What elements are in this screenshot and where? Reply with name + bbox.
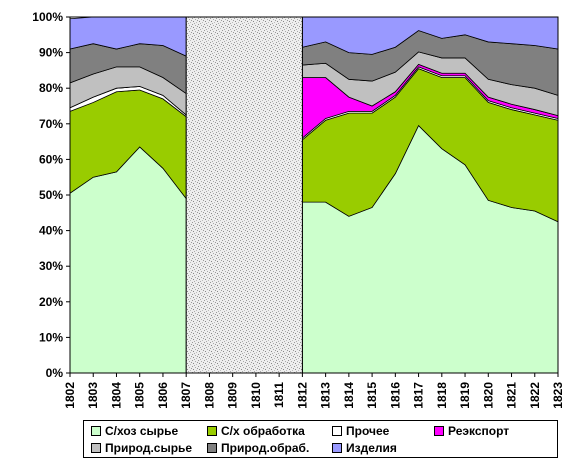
legend-swatch [332,442,342,453]
x-tick-label: 1819 [458,382,472,409]
legend-label: Реэкспорт [448,424,510,438]
legend-label: С/х обработка [221,424,305,438]
legend-swatch [434,425,444,436]
x-tick-label: 1818 [435,382,449,409]
legend-item-3: Прочее [332,423,389,439]
y-tick-label: 90% [39,46,63,60]
legend-label: Изделия [346,441,397,455]
x-tick-label: 1816 [388,382,402,409]
y-tick-label: 60% [39,152,63,166]
y-tick-label: 100% [32,10,63,24]
x-tick-label: 1811 [272,382,286,408]
x-tick-label: 1820 [481,382,495,409]
x-tick-label: 1807 [179,382,193,409]
y-tick-label: 10% [39,330,63,344]
legend-label: Природ.сырье [105,441,193,455]
legend-label: Прочее [346,424,390,438]
legend-label: С/хоз сырье [105,424,179,438]
y-tick-label: 40% [39,224,63,238]
x-tick-label: 1808 [202,382,216,409]
x-tick-label: 1809 [226,382,240,409]
legend-swatch [332,425,342,436]
x-tick-label: 1812 [295,382,309,409]
x-tick-label: 1813 [319,382,333,409]
legend-item-5: Природ.сырье [91,440,192,456]
x-tick-label: 1804 [109,382,123,409]
legend-item-7: Изделия [332,440,397,456]
y-tick-label: 70% [39,117,63,131]
x-tick-label: 1810 [249,382,263,409]
y-tick-label: 30% [39,259,63,273]
legend-label: Природ.обраб. [221,441,310,455]
legend-swatch [207,425,217,436]
x-tick-label: 1803 [86,382,100,409]
y-tick-label: 20% [39,295,63,309]
x-tick-label: 1822 [528,382,542,409]
legend-item-4: Реэкспорт [434,423,509,439]
missing-data-block [185,16,303,374]
x-tick-label: 1814 [342,382,356,409]
y-tick-label: 50% [39,188,63,202]
chart-legend: С/хоз сырье С/х обработка Прочее Реэкспорт П… [83,420,558,458]
legend-swatch [207,442,217,453]
x-tick-label: 1821 [505,382,519,409]
x-tick-label: 1802 [63,382,77,409]
legend-item-1: С/хоз сырье [91,423,178,439]
x-tick-label: 1823 [551,382,565,409]
x-tick-label: 1806 [156,382,170,409]
y-tick-label: 80% [39,81,63,95]
legend-swatch [91,442,101,453]
y-tick-label: 0% [46,366,64,380]
legend-item-2: С/х обработка [207,423,305,439]
legend-swatch [91,425,101,436]
legend-item-6: Природ.обраб. [207,440,309,456]
x-tick-label: 1815 [365,382,379,409]
x-tick-label: 1805 [133,382,147,409]
x-tick-label: 1817 [412,382,426,409]
